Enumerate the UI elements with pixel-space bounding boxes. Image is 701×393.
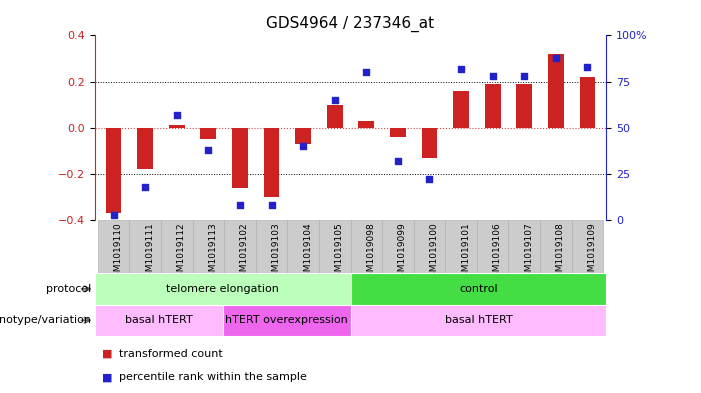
- Text: GSM1019104: GSM1019104: [303, 223, 312, 283]
- Point: [550, 54, 562, 61]
- Bar: [200, 128, 216, 139]
- Point: [456, 66, 467, 72]
- Bar: [106, 128, 121, 213]
- Text: ■: ■: [102, 372, 112, 382]
- Bar: [485, 84, 501, 128]
- Bar: [350, 220, 382, 273]
- Text: telomere elongation: telomere elongation: [166, 284, 279, 294]
- Bar: [224, 220, 256, 273]
- Text: GSM1019113: GSM1019113: [208, 223, 217, 283]
- Text: GSM1019107: GSM1019107: [524, 223, 533, 283]
- Point: [487, 73, 498, 79]
- Text: GSM1019100: GSM1019100: [430, 223, 438, 283]
- Bar: [477, 220, 508, 273]
- Bar: [382, 220, 414, 273]
- Bar: [350, 273, 606, 305]
- Bar: [130, 220, 161, 273]
- Bar: [264, 128, 280, 197]
- Text: GSM1019099: GSM1019099: [398, 223, 407, 283]
- Text: GSM1019103: GSM1019103: [271, 223, 280, 283]
- Bar: [98, 220, 130, 273]
- Bar: [137, 128, 153, 169]
- Point: [393, 158, 404, 164]
- Text: GDS4964 / 237346_at: GDS4964 / 237346_at: [266, 16, 435, 32]
- Point: [519, 73, 530, 79]
- Text: control: control: [459, 284, 498, 294]
- Bar: [95, 273, 350, 305]
- Bar: [358, 121, 374, 128]
- Bar: [580, 77, 595, 128]
- Bar: [319, 220, 350, 273]
- Bar: [571, 220, 603, 273]
- Point: [582, 64, 593, 70]
- Bar: [414, 220, 445, 273]
- Text: ■: ■: [102, 349, 112, 359]
- Bar: [350, 305, 606, 336]
- Text: GSM1019106: GSM1019106: [493, 223, 502, 283]
- Bar: [390, 128, 406, 137]
- Point: [329, 97, 340, 103]
- Point: [234, 202, 245, 208]
- Text: percentile rank within the sample: percentile rank within the sample: [119, 372, 307, 382]
- Bar: [517, 84, 532, 128]
- Text: protocol: protocol: [46, 284, 91, 294]
- Text: GSM1019111: GSM1019111: [145, 223, 154, 283]
- Bar: [232, 128, 248, 188]
- Text: basal hTERT: basal hTERT: [444, 315, 512, 325]
- Point: [171, 112, 182, 118]
- Bar: [193, 220, 224, 273]
- Point: [361, 69, 372, 75]
- Bar: [540, 220, 571, 273]
- Bar: [548, 54, 564, 128]
- Bar: [327, 105, 343, 128]
- Bar: [453, 91, 469, 128]
- Point: [297, 143, 308, 149]
- Text: GSM1019102: GSM1019102: [240, 223, 249, 283]
- Text: transformed count: transformed count: [119, 349, 223, 359]
- Text: GSM1019112: GSM1019112: [177, 223, 186, 283]
- Text: GSM1019109: GSM1019109: [587, 223, 597, 283]
- Text: GSM1019098: GSM1019098: [367, 223, 375, 283]
- Bar: [95, 305, 223, 336]
- Text: GSM1019101: GSM1019101: [461, 223, 470, 283]
- Point: [108, 211, 119, 218]
- Point: [424, 176, 435, 183]
- Point: [203, 147, 214, 153]
- Text: GSM1019105: GSM1019105: [334, 223, 343, 283]
- Text: basal hTERT: basal hTERT: [125, 315, 193, 325]
- Bar: [421, 128, 437, 158]
- Text: GSM1019108: GSM1019108: [556, 223, 565, 283]
- Text: hTERT overexpression: hTERT overexpression: [225, 315, 348, 325]
- Bar: [508, 220, 540, 273]
- Text: genotype/variation: genotype/variation: [0, 315, 91, 325]
- Bar: [295, 128, 311, 144]
- Point: [266, 202, 277, 208]
- Bar: [161, 220, 193, 273]
- Point: [139, 184, 151, 190]
- Bar: [287, 220, 319, 273]
- Bar: [223, 305, 350, 336]
- Bar: [256, 220, 287, 273]
- Bar: [169, 125, 184, 128]
- Text: GSM1019110: GSM1019110: [114, 223, 123, 283]
- Bar: [445, 220, 477, 273]
